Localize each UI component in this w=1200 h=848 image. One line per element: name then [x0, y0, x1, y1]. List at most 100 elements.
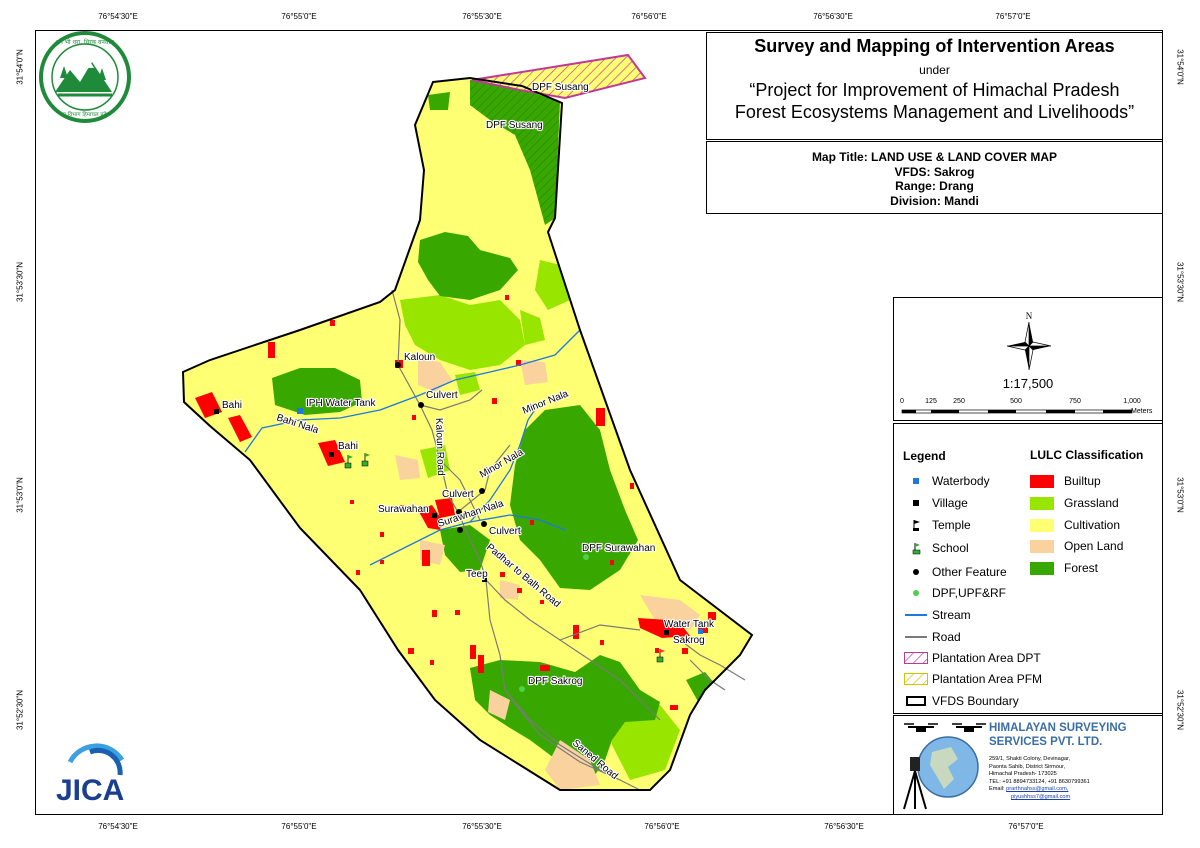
legend-label: DPF,UPF&RF — [932, 586, 1007, 600]
village-point — [482, 577, 487, 582]
scale-tick: 250 — [953, 398, 965, 405]
scale-tick: 125 — [925, 398, 937, 405]
legend-item: Plantation Area DPT — [903, 651, 1041, 665]
legend-item: Stream — [903, 608, 971, 622]
email-link[interactable]: prarthnahss@gmail.com, — [1006, 786, 1069, 793]
builtup-area — [228, 415, 252, 442]
culvert-point — [418, 402, 424, 408]
other-feature-icon — [903, 569, 929, 575]
roads — [391, 289, 746, 791]
division-label: Division: Mandi — [890, 193, 979, 208]
map-label: Culvert — [489, 526, 521, 537]
scale-tick: 0 — [900, 398, 904, 405]
legend-item: DPF,UPF&RF — [903, 586, 1006, 600]
legend-item: Other Feature — [903, 565, 1007, 579]
hp-forest-dept-logo: हम भी धरा, धिरक वनवत्ता वन विभाग हिमाचल … — [39, 31, 131, 123]
road-line — [679, 639, 746, 681]
forest-area — [272, 368, 362, 415]
forest-area — [428, 92, 450, 110]
lulc-label: Grassland — [1064, 496, 1119, 510]
legend-label: Plantation Area PFM — [932, 672, 1043, 686]
culvert-point — [456, 509, 462, 515]
range-label: Range: Drang — [895, 179, 974, 193]
email-link[interactable]: piyushhss7@gmail.com — [1011, 793, 1071, 800]
map-points — [214, 362, 703, 692]
lulc-label: Builtup — [1064, 474, 1101, 488]
grassland-area — [520, 310, 545, 345]
plantation-pfm-icon — [903, 673, 929, 685]
address-line: 259/1, Shakti Colony, Devinagar, — [989, 756, 1071, 762]
lulc-item: Builtup — [1030, 474, 1101, 488]
lulc-title: LULC Classification — [1030, 448, 1144, 462]
lulc-item: Open Land — [1030, 539, 1123, 553]
scale-tick: 1,000 — [1123, 398, 1141, 405]
svg-text:JICA: JICA — [56, 774, 124, 807]
village-point — [214, 409, 219, 414]
legend-item: Road — [903, 630, 961, 644]
legend-item: VFDS Boundary — [903, 694, 1019, 708]
map-label: Culvert — [426, 390, 458, 401]
open-land-area — [500, 580, 520, 600]
waterbody-point — [297, 408, 303, 414]
open-land-area — [545, 740, 600, 790]
legend-label: Waterbody — [932, 474, 990, 488]
lulc-label: Cultivation — [1064, 518, 1121, 532]
lon-label-bottom: 76°54'30"E — [98, 822, 138, 831]
stream-line-icon — [903, 614, 929, 616]
scale-units: Meters — [1131, 408, 1153, 415]
map-label: Water Tank — [664, 619, 715, 630]
address-line: TEL: +91 8894733124, +91 8630799361 — [989, 778, 1090, 785]
address-line: Paonta Sahib, District Sirmour, — [989, 763, 1066, 770]
road-line — [439, 459, 481, 521]
email-label: Email: — [989, 786, 1005, 793]
builtup-area — [418, 505, 442, 530]
lulc-item: Forest — [1030, 561, 1098, 575]
scale-block: N 1:17,500 0 125 250 500 750 1,000 Meter… — [893, 297, 1163, 421]
school-icon — [361, 453, 370, 467]
title-under: under — [919, 63, 950, 77]
email-line: Email: prarthnahss@gmail.com, — [989, 786, 1161, 794]
forest-area — [440, 525, 490, 572]
vfds-boundary — [181, 76, 754, 791]
open-land-area — [395, 455, 420, 480]
map-label: Surawahan — [378, 504, 429, 515]
waterbody-icon — [903, 478, 929, 484]
village-point — [329, 452, 334, 457]
lon-label-top: 76°55'30"E — [462, 12, 502, 21]
builtup-area — [638, 618, 690, 638]
forest-point-icon — [903, 590, 929, 596]
road-line — [391, 289, 661, 721]
dpf-point — [583, 554, 589, 560]
lulc-label: Forest — [1064, 561, 1099, 575]
open-land-swatch-icon — [1030, 539, 1054, 553]
forest-area — [470, 655, 660, 775]
village-icon — [903, 500, 929, 506]
map-label: Sakrog — [673, 635, 705, 646]
map-label: Bahi — [338, 441, 358, 452]
legend-label: VFDS Boundary — [932, 694, 1019, 708]
legend-item: Plantation Area PFM — [903, 672, 1042, 686]
road-line — [689, 659, 726, 691]
scale-tick: 500 — [1010, 398, 1022, 405]
map-title: Map Title: LAND USE & LAND COVER MAP — [811, 150, 1058, 164]
map-label: Kaloun — [404, 352, 435, 363]
map-label: Teep — [466, 569, 488, 580]
builtup-swatch-icon — [1030, 474, 1054, 488]
company-logo-icon — [903, 723, 986, 810]
company-address: 259/1, Shakti Colony, Devinagar, Paonta … — [989, 756, 1161, 802]
grassland-area — [400, 295, 525, 370]
lulc-item: Cultivation — [1030, 518, 1120, 532]
scale-tick: 750 — [1069, 398, 1081, 405]
email-line: piyushhss7@gmail.com — [989, 794, 1161, 802]
lon-label-bottom: 76°55'0"E — [281, 822, 317, 831]
road-line-icon — [903, 636, 929, 638]
road-line — [504, 689, 621, 781]
village-point — [664, 630, 669, 635]
road-line — [559, 624, 641, 641]
lon-label-top: 76°56'0"E — [631, 12, 667, 21]
legend-label: Road — [932, 630, 961, 644]
project-title: “Project for Improvement of Himachal Pra… — [707, 79, 1162, 123]
svg-text:वन विभाग हिमाचल प्रदेश: वन विभाग हिमाचल प्रदेश — [60, 111, 111, 118]
open-land-area — [418, 358, 452, 392]
